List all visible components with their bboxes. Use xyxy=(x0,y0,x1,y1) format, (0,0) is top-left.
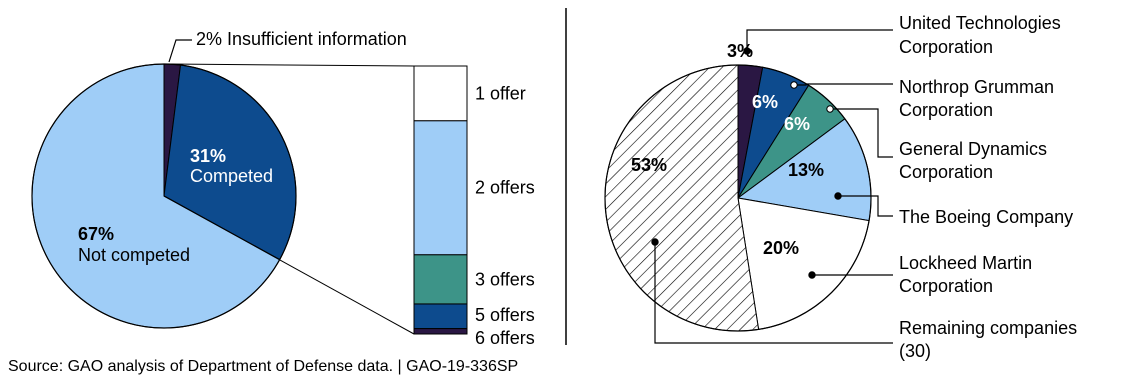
connector-top xyxy=(168,63,415,67)
label-competed: Competed xyxy=(190,166,273,186)
label-not-competed: Not competed xyxy=(78,245,190,265)
label-not-competed-percent: 67% xyxy=(78,224,114,244)
bar-label-5-offers: 5 offers xyxy=(475,305,535,325)
legend-lockheed-martin-corporation-line-1: Lockheed Martin xyxy=(899,253,1032,273)
callout-leader xyxy=(168,39,192,63)
connector-bottom xyxy=(163,195,415,335)
legend-general-dynamics-corporation-line-2: Corporation xyxy=(899,162,993,182)
leader-united-technologies-corporation xyxy=(746,29,893,51)
legend-united-technologies-corporation-line-1: United Technologies xyxy=(899,13,1061,33)
source-note: Source: GAO analysis of Department of De… xyxy=(8,358,519,375)
slice-lockheed-martin-corporation xyxy=(737,197,870,330)
leader-dot-northrop-grumman-corporation xyxy=(790,81,798,89)
bar-segment-3-offers xyxy=(413,254,468,305)
legend-remaining-companies-30-line-2: (30) xyxy=(899,341,931,361)
pct-label-remaining-companies-30: 53% xyxy=(631,155,667,175)
leader-dot-united-technologies-corporation xyxy=(743,47,751,55)
leader-general-dynamics-corporation xyxy=(830,108,893,158)
bar-segment-5-offers xyxy=(413,303,468,330)
legend-united-technologies-corporation-line-2: Corporation xyxy=(899,37,993,57)
leader-dot-lockheed-martin-corporation xyxy=(808,271,816,279)
leader-northrop-grumman-corporation xyxy=(794,83,893,86)
legend-the-boeing-company-line-1: The Boeing Company xyxy=(899,207,1073,227)
bar-label-6-offers: 6 offers xyxy=(475,328,535,348)
leader-dot-remaining-companies-30 xyxy=(651,238,659,246)
offers-stacked-bar: 6 offers 5 offers 3 offers 2 offers 1 offer xyxy=(163,63,535,348)
label-insufficient-information: 2% Insufficient information xyxy=(196,29,407,49)
leader-dot-the-boeing-company xyxy=(834,192,842,200)
bar-label-3-offers: 3 offers xyxy=(475,269,535,289)
bar-segment-2-offers xyxy=(413,120,468,256)
legend-general-dynamics-corporation-line-1: General Dynamics xyxy=(899,139,1047,159)
bar-segment-1-offer xyxy=(413,65,468,122)
leader-dot-general-dynamics-corporation xyxy=(826,105,834,113)
contractor-pie-chart: 3%6%6%13%20%53%United TechnologiesCorpor… xyxy=(604,13,1077,361)
competition-pie-chart: 31%Competed 67%Not competed 2% Insufficien… xyxy=(31,29,407,329)
leader-remaining-companies-30 xyxy=(654,242,893,344)
pie-outline xyxy=(604,64,872,332)
bar-label-1-offer: 1 offer xyxy=(475,83,526,103)
pie-outline xyxy=(31,63,297,329)
slice-remaining-companies-30 xyxy=(604,64,760,332)
leader-the-boeing-company xyxy=(838,195,893,217)
bar-segment-6-offers xyxy=(413,328,468,335)
legend-northrop-grumman-corporation-line-2: Corporation xyxy=(899,100,993,120)
legend-lockheed-martin-corporation-line-2: Corporation xyxy=(899,276,993,296)
label-competed-percent: 31% xyxy=(190,146,226,166)
pct-label-lockheed-martin-corporation: 20% xyxy=(763,238,799,258)
pct-label-northrop-grumman-corporation: 6% xyxy=(752,92,778,112)
pct-label-the-boeing-company: 13% xyxy=(788,160,824,180)
legend-remaining-companies-30-line-1: Remaining companies xyxy=(899,318,1077,338)
pct-label-general-dynamics-corporation: 6% xyxy=(784,114,810,134)
bar-label-2-offers: 2 offers xyxy=(475,178,535,198)
legend-northrop-grumman-corporation-line-1: Northrop Grumman xyxy=(899,77,1054,97)
